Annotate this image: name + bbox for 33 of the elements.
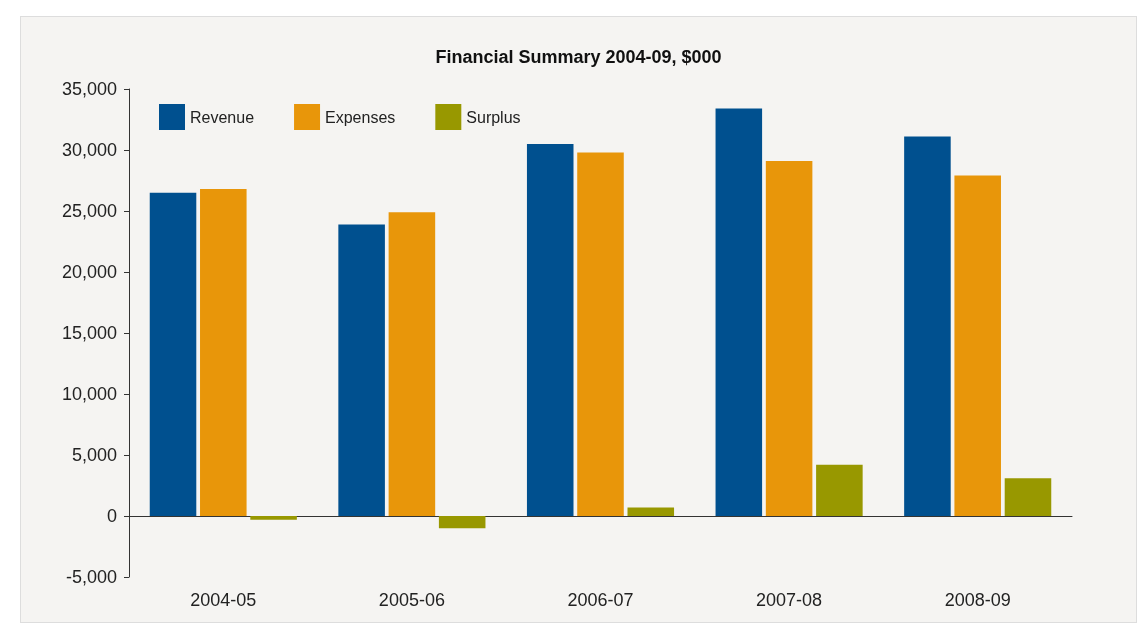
y-tick-label: 35,000 — [61, 79, 117, 99]
x-tick-label: 2004-05 — [190, 590, 257, 610]
y-tick-label: 10,000 — [61, 384, 117, 404]
bar — [816, 464, 863, 516]
x-tick-label: 2008-09 — [944, 590, 1011, 610]
chart-title: Financial Summary 2004-09, $000 — [435, 47, 722, 67]
bar — [149, 192, 197, 516]
bar — [250, 516, 297, 520]
bar — [627, 507, 675, 516]
bar — [388, 212, 436, 516]
bar — [338, 224, 385, 516]
bar — [715, 108, 763, 516]
y-tick-label: 5,000 — [71, 445, 117, 465]
legend-label: Surplus — [466, 108, 521, 126]
legend-label: Revenue — [190, 108, 255, 126]
y-tick-label: -5,000 — [65, 567, 117, 587]
x-tick-label: 2007-08 — [756, 590, 823, 610]
x-tick-label: 2006-07 — [567, 590, 634, 610]
y-tick-label: 0 — [106, 506, 117, 526]
bar — [904, 136, 951, 516]
bar — [577, 152, 624, 516]
y-tick-label: 20,000 — [61, 262, 117, 282]
y-tick-label: 30,000 — [61, 140, 117, 160]
legend-label: Expenses — [325, 108, 396, 126]
bar — [954, 175, 1001, 516]
bar — [526, 143, 574, 516]
bar — [438, 516, 486, 529]
y-tick-label: 15,000 — [61, 323, 117, 343]
bar — [200, 189, 247, 516]
x-tick-label: 2005-06 — [378, 590, 445, 610]
y-tick-label: 25,000 — [61, 201, 117, 221]
bar — [1004, 478, 1052, 516]
bar — [765, 160, 813, 516]
